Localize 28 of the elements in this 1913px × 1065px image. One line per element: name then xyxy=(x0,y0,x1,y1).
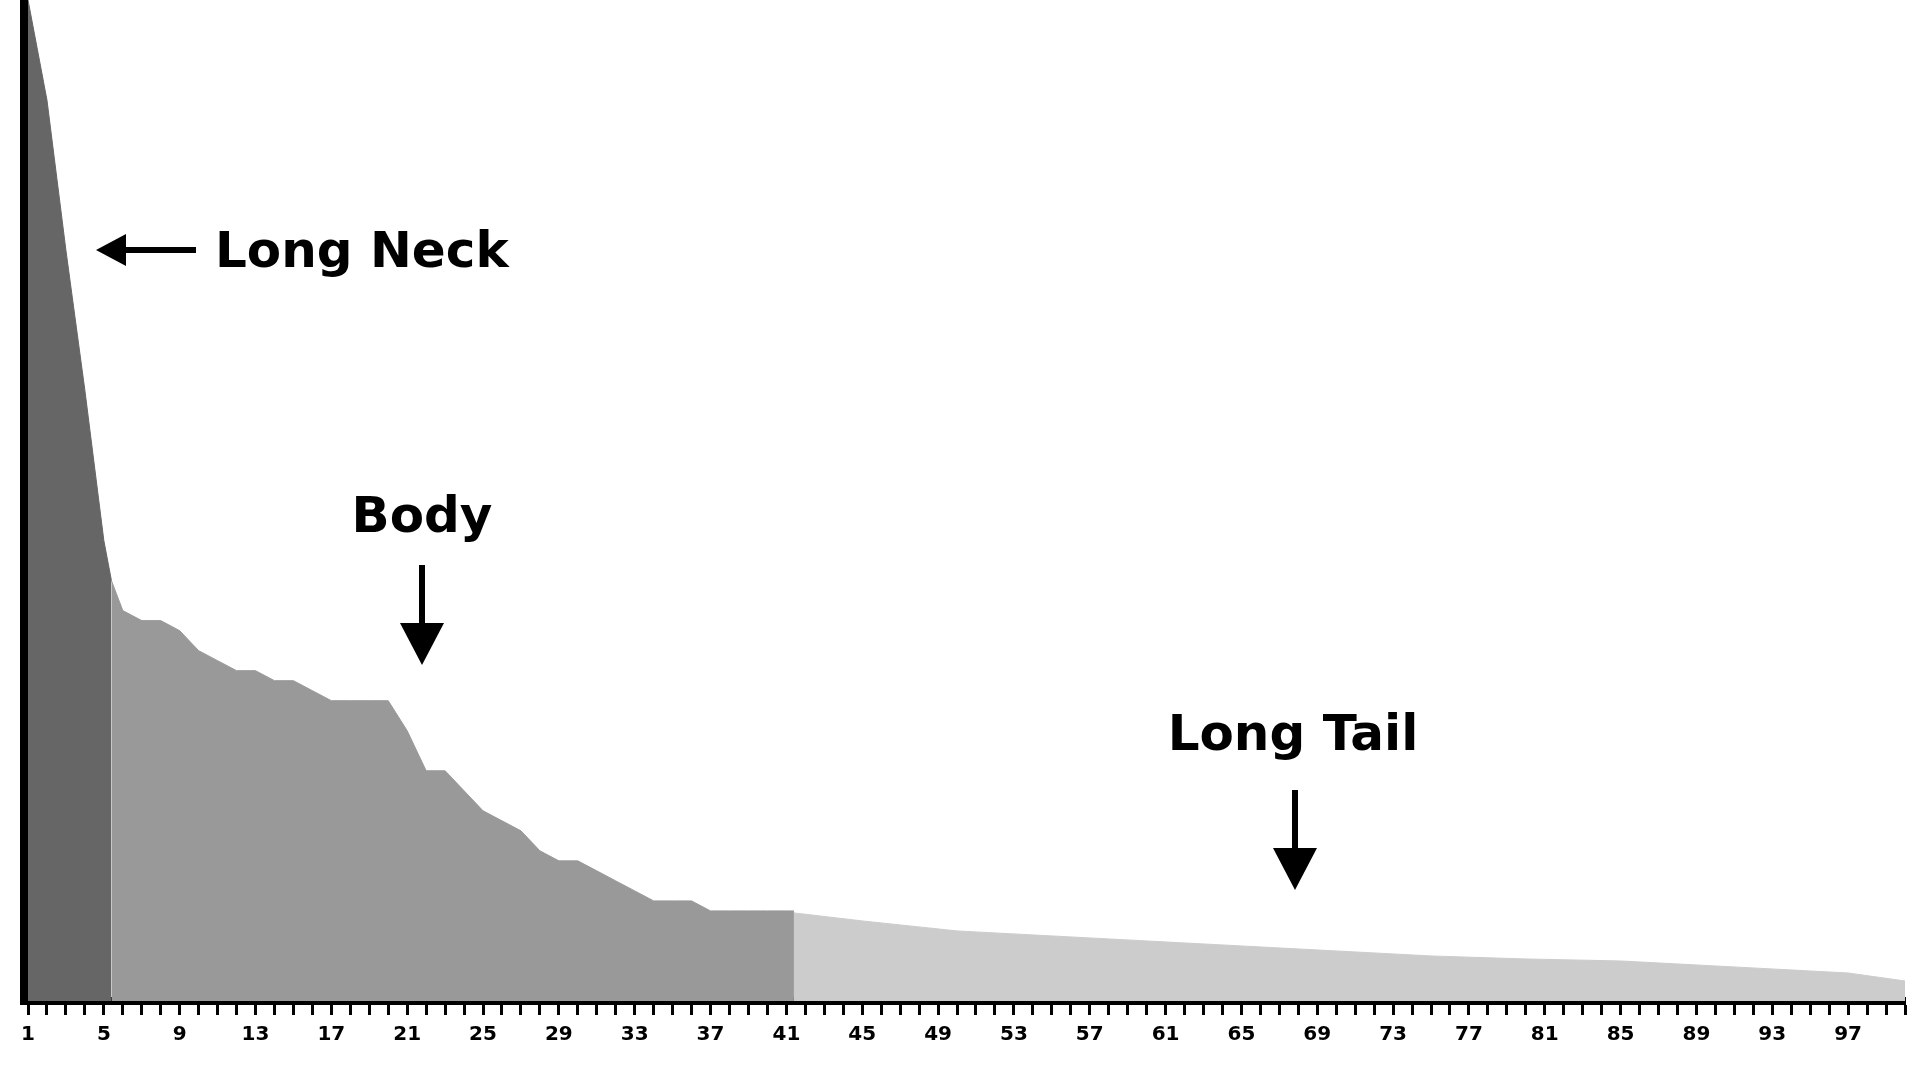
x-tick-label: 69 xyxy=(1303,1021,1332,1046)
x-tick-label: 61 xyxy=(1151,1021,1180,1046)
x-tick-label: 1 xyxy=(21,1021,35,1046)
x-tick-label: 21 xyxy=(393,1021,422,1046)
x-tick-label: 77 xyxy=(1455,1021,1483,1046)
x-tick-label: 93 xyxy=(1758,1021,1787,1046)
x-tick-label: 97 xyxy=(1834,1021,1863,1046)
x-tick-label: 85 xyxy=(1606,1021,1635,1046)
x-tick-label: 73 xyxy=(1379,1021,1408,1046)
annotation: Body xyxy=(351,486,493,544)
x-tick-label: 57 xyxy=(1075,1021,1104,1046)
x-tick-label: 33 xyxy=(620,1021,649,1046)
x-tick-label: 49 xyxy=(924,1021,952,1046)
x-tick-label: 29 xyxy=(544,1021,573,1046)
x-tick-label: 53 xyxy=(999,1021,1028,1046)
annotation: Long Neck xyxy=(215,221,509,279)
x-tick-label: 81 xyxy=(1530,1021,1559,1046)
x-tick-label: 37 xyxy=(696,1021,725,1046)
x-tick-label: 13 xyxy=(241,1021,270,1046)
x-tick-label: 41 xyxy=(772,1021,801,1046)
x-tick-label: 89 xyxy=(1682,1021,1711,1046)
x-tick-label: 17 xyxy=(317,1021,346,1046)
x-tick-label: 5 xyxy=(96,1021,111,1046)
x-tick-label: 25 xyxy=(469,1021,497,1046)
x-tick-label: 45 xyxy=(848,1021,877,1046)
x-tick-label: 65 xyxy=(1227,1021,1256,1046)
x-tick-label: 9 xyxy=(172,1021,187,1046)
annotation: Long Tail xyxy=(1167,704,1419,762)
